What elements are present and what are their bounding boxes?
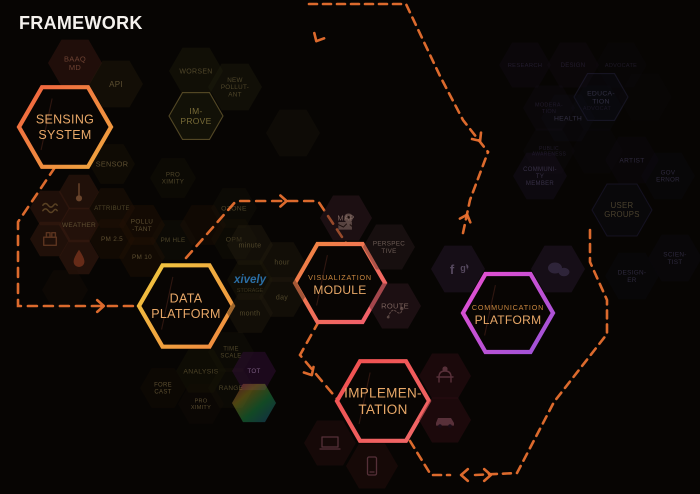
svg-text:XIMITY: XIMITY (162, 179, 184, 186)
svg-text:PROVE: PROVE (180, 116, 211, 126)
svg-text:f: f (450, 262, 455, 277)
svg-text:PRO: PRO (166, 172, 180, 179)
svg-text:EDUCA-: EDUCA- (587, 90, 615, 97)
svg-text:hour: hour (274, 259, 290, 266)
svg-text:POLLU: POLLU (131, 219, 154, 226)
svg-text:SENSING: SENSING (36, 113, 94, 127)
svg-text:PM 2.5: PM 2.5 (101, 236, 123, 243)
svg-text:ROUTE: ROUTE (381, 302, 409, 311)
svg-text:POLLUT-: POLLUT- (221, 84, 249, 91)
svg-text:ANALYSIS: ANALYSIS (183, 368, 218, 375)
svg-text:OZONE: OZONE (221, 205, 247, 212)
svg-text:ATTRIBUTE: ATTRIBUTE (94, 206, 130, 212)
svg-text:SENSOR: SENSOR (96, 160, 129, 169)
svg-text:WORSEN: WORSEN (179, 68, 212, 75)
svg-text:ARTIST: ARTIST (619, 157, 644, 164)
svg-text:API: API (109, 80, 123, 89)
svg-text:FORE: FORE (154, 383, 172, 389)
svg-text:TATION: TATION (358, 402, 407, 417)
svg-text:COMMUNI-: COMMUNI- (523, 167, 557, 173)
svg-text:NEW: NEW (227, 77, 243, 84)
svg-text:PLATFORM: PLATFORM (151, 307, 221, 321)
svg-text:-TANT: -TANT (132, 226, 152, 233)
svg-text:PERSPEC: PERSPEC (373, 241, 405, 248)
svg-text:MEMBER: MEMBER (526, 181, 555, 187)
svg-text:PLATFORM: PLATFORM (475, 313, 542, 327)
svg-text:MODULE: MODULE (313, 283, 366, 297)
svg-text:minute: minute (239, 242, 262, 249)
svg-text:ANT: ANT (228, 91, 242, 98)
svg-text:month: month (240, 310, 261, 317)
svg-text:DESIGN-: DESIGN- (618, 270, 647, 277)
svg-text:ER: ER (627, 277, 637, 284)
svg-text:PM 10: PM 10 (132, 254, 152, 261)
svg-text:CAST: CAST (154, 390, 171, 396)
svg-text:xively: xively (233, 274, 267, 286)
svg-text:TOT: TOT (247, 368, 260, 375)
svg-text:day: day (276, 294, 288, 301)
svg-text:MD: MD (69, 63, 82, 72)
svg-text:WEATHER: WEATHER (62, 222, 96, 229)
svg-text:HEALTH: HEALTH (554, 115, 582, 122)
svg-text:PRO: PRO (195, 399, 208, 405)
svg-text:PM HLE: PM HLE (161, 237, 186, 244)
svg-text:COMMUNICATION: COMMUNICATION (472, 303, 544, 312)
svg-text:GROUPS: GROUPS (604, 210, 640, 219)
svg-text:TIME: TIME (223, 347, 239, 353)
svg-text:GOV: GOV (661, 170, 676, 177)
svg-text:TY: TY (536, 174, 544, 180)
svg-text:XIMITY: XIMITY (191, 405, 211, 411)
svg-text:RESEARCH: RESEARCH (508, 63, 543, 69)
svg-text:g: g (460, 263, 466, 273)
svg-text:STORAGE: STORAGE (237, 288, 264, 294)
svg-text:ADVOCATE: ADVOCATE (605, 63, 637, 69)
svg-text:DESIGN: DESIGN (561, 63, 586, 69)
svg-text:TION: TION (592, 98, 609, 105)
svg-text:SCALE: SCALE (220, 354, 241, 360)
svg-text:VISUALIZATION: VISUALIZATION (308, 273, 372, 282)
svg-text:TIST: TIST (667, 259, 682, 266)
svg-text:DATA: DATA (170, 292, 203, 306)
svg-text:USER: USER (611, 201, 634, 210)
svg-text:ERNOR: ERNOR (656, 177, 680, 184)
svg-text:TIVE: TIVE (381, 248, 396, 255)
svg-text:SYSTEM: SYSTEM (38, 128, 91, 142)
svg-text:IMPLEMEN-: IMPLEMEN- (344, 385, 422, 400)
svg-text:SCIEN-: SCIEN- (663, 252, 686, 259)
svg-text:IM-: IM- (189, 106, 202, 116)
